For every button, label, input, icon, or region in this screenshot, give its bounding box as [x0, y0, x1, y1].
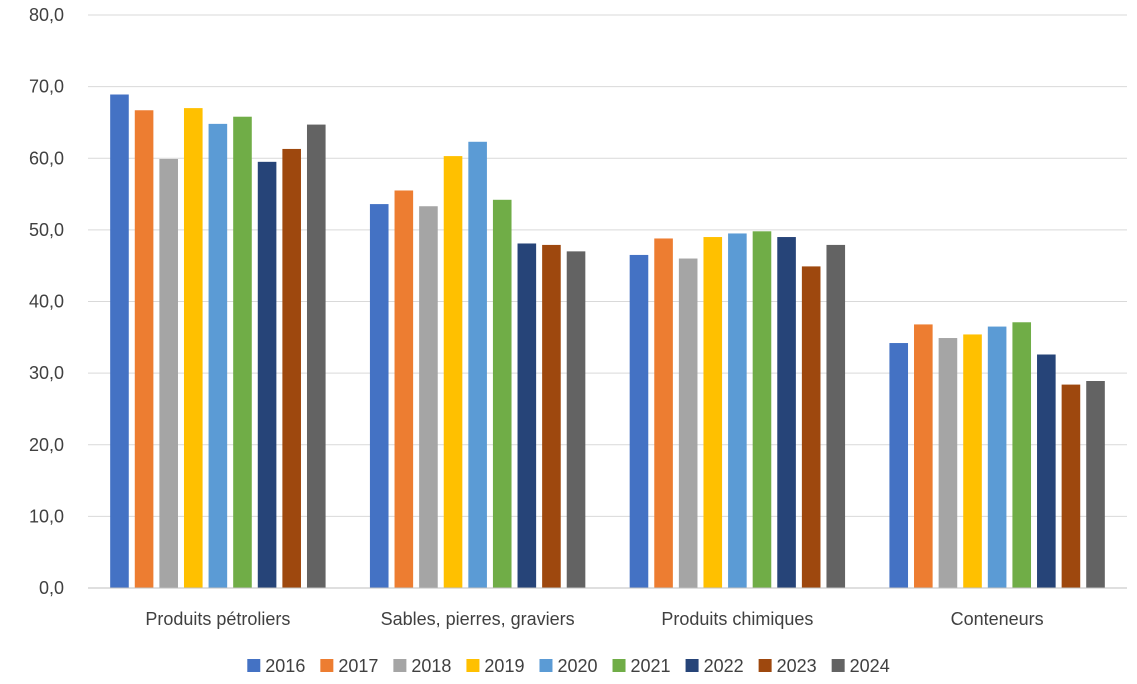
bar-2016-1: [110, 94, 129, 588]
legend-label-2019: 2019: [484, 656, 524, 676]
legend-swatch-2016: [247, 659, 261, 672]
legend-label-2017: 2017: [338, 656, 378, 676]
x-category-label: Sables, pierres, graviers: [381, 609, 575, 629]
bar-2019-4: [963, 334, 982, 588]
legend-label-2023: 2023: [777, 656, 817, 676]
bar-2023-3: [801, 266, 821, 588]
legend-swatch-2022: [685, 659, 699, 672]
bar-2018-1: [159, 158, 178, 588]
bar-2022-3: [777, 237, 796, 589]
bar-2017-2: [394, 190, 414, 589]
bar-2019-3: [703, 237, 723, 589]
y-tick-label: 40,0: [29, 292, 64, 312]
bar-2021-3: [752, 231, 772, 588]
y-tick-label: 60,0: [29, 148, 64, 168]
y-tick-label: 20,0: [29, 435, 64, 455]
legend-label-2016: 2016: [265, 656, 305, 676]
legend-label-2024: 2024: [850, 656, 890, 676]
y-tick-label: 0,0: [39, 578, 64, 598]
bar-2018-4: [938, 338, 958, 588]
bar-2018-3: [678, 258, 698, 588]
bar-2021-2: [492, 199, 512, 589]
legend-swatch-2020: [539, 659, 553, 672]
bar-2023-2: [542, 244, 561, 589]
legend-swatch-2019: [466, 659, 480, 672]
bar-2019-2: [443, 156, 463, 588]
bar-2022-2: [517, 243, 537, 589]
bar-2017-4: [914, 324, 933, 588]
y-tick-label: 70,0: [29, 77, 64, 97]
bar-2024-1: [306, 124, 326, 588]
x-category-label: Conteneurs: [951, 609, 1044, 629]
bar-2018-2: [419, 206, 438, 589]
y-tick-label: 80,0: [29, 5, 64, 25]
y-axis-ticks: 0,0 10,0 20,0 30,0 40,0 50,0 60,0 70,0 80,0: [29, 5, 64, 598]
bar-2017-3: [654, 238, 673, 588]
legend-swatch-2017: [320, 659, 334, 672]
x-category-label: Produits chimiques: [661, 609, 813, 629]
bar-2020-4: [987, 326, 1007, 588]
x-axis: Produits pétroliers Sables, pierres, grav…: [88, 587, 1127, 629]
legend: 2016 2017 2018 2019 2020 2021 2022 2023 2024: [247, 656, 890, 676]
x-category-label: Produits pétroliers: [145, 609, 290, 629]
bar-2023-1: [282, 148, 301, 588]
y-tick-label: 30,0: [29, 363, 64, 383]
legend-swatch-2021: [612, 659, 626, 672]
bar-2020-3: [728, 233, 747, 588]
legend-label-2018: 2018: [411, 656, 451, 676]
bar-2024-3: [826, 244, 846, 589]
bar-2023-4: [1061, 384, 1081, 588]
bar-2021-4: [1012, 322, 1032, 588]
bar-2022-1: [257, 161, 277, 588]
legend-label-2021: 2021: [631, 656, 671, 676]
legend-swatch-2024: [831, 659, 845, 672]
bar-2016-4: [889, 343, 909, 588]
y-tick-label: 50,0: [29, 220, 64, 240]
bar-2020-2: [468, 141, 487, 588]
bars: [110, 94, 1105, 589]
bar-2016-2: [369, 204, 389, 588]
legend-label-2020: 2020: [557, 656, 597, 676]
legend-swatch-2018: [393, 659, 407, 672]
bar-2022-4: [1037, 354, 1056, 588]
legend-label-2022: 2022: [704, 656, 744, 676]
bar-2024-2: [566, 251, 586, 589]
bar-2020-1: [208, 123, 228, 589]
bar-2019-1: [183, 108, 203, 589]
legend-swatch-2023: [758, 659, 772, 672]
bar-2017-1: [134, 110, 154, 588]
bar-2024-4: [1086, 381, 1105, 588]
bar-2021-1: [233, 116, 252, 589]
y-tick-label: 10,0: [29, 506, 64, 526]
bar-2016-3: [629, 254, 649, 588]
